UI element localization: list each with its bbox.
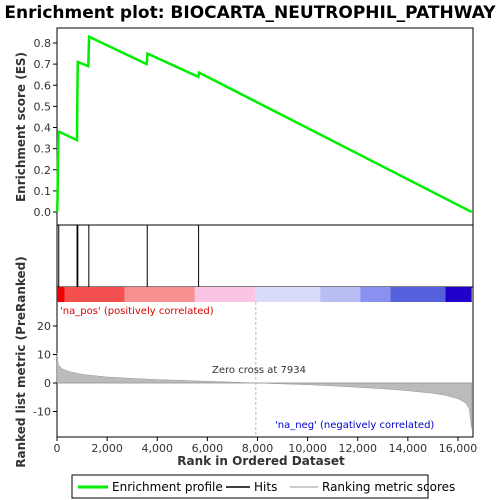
es-y-tick-label: 0.4 xyxy=(34,122,52,135)
x-tick-label: 2,000 xyxy=(91,442,123,455)
x-tick-label: 16,000 xyxy=(439,442,478,455)
es-panel-frame xyxy=(56,27,474,226)
es-y-axis-label: Enrichment score (ES) xyxy=(14,52,28,202)
es-y-tick-label: 0.3 xyxy=(34,143,52,156)
x-tick-label: 4,000 xyxy=(141,442,173,455)
ranking-metric-area xyxy=(56,353,472,429)
es-y-tick-label: 0.7 xyxy=(34,58,52,71)
es-y-tick-label: 0.5 xyxy=(34,100,52,113)
metric-y-tick-label: 20 xyxy=(37,320,51,333)
metric-panel: -10 0 10 20 0 2,000 4,000 6,000 8,000 10,000 12,00… xyxy=(33,302,477,455)
x-tick-label: 8,000 xyxy=(242,442,274,455)
legend-label-enrichment: Enrichment profile xyxy=(112,480,223,494)
legend-label-ranking: Ranking metric scores xyxy=(322,480,455,494)
metric-y-tick-label: 0 xyxy=(44,377,51,390)
chart-title: Enrichment plot: BIOCARTA_NEUTROPHIL_PAT… xyxy=(4,3,496,23)
color-bar-segment xyxy=(360,287,391,302)
color-bar-segment xyxy=(194,287,256,302)
es-y-tick-label: 0.1 xyxy=(34,185,52,198)
zero-cross-label: Zero cross at 7934 xyxy=(212,365,306,376)
es-panel: 0.0 0.1 0.2 0.3 0.4 0.5 0.6 0.7 0.8 xyxy=(34,34,473,219)
x-tick-label: 0 xyxy=(54,442,61,455)
metric-y-tick-label: -10 xyxy=(33,406,51,419)
rank-color-bar xyxy=(57,287,472,302)
x-tick-label: 6,000 xyxy=(192,442,224,455)
hits-panel xyxy=(58,225,200,287)
color-bar-segment xyxy=(445,287,472,302)
negative-label: 'na_neg' (negatively correlated) xyxy=(275,420,434,431)
color-bar-segment xyxy=(124,287,195,302)
x-tick-label: 10,000 xyxy=(288,442,327,455)
metric-y-tick-label: 10 xyxy=(37,349,51,362)
legend-label-hits: Hits xyxy=(254,480,277,494)
color-bar-segment xyxy=(255,287,321,302)
color-bar-segment xyxy=(390,287,446,302)
hits-panel-frame xyxy=(56,224,474,288)
es-y-tick-label: 0.0 xyxy=(34,206,52,219)
color-bar-segment xyxy=(64,287,125,302)
color-bar-segment xyxy=(57,287,65,302)
metric-y-axis-label: Ranked list metric (PreRanked) xyxy=(14,256,28,468)
es-y-tick-label: 0.8 xyxy=(34,37,52,50)
color-bar-segment xyxy=(320,287,361,302)
positive-label: 'na_pos' (positively correlated) xyxy=(60,306,214,317)
es-y-tick-label: 0.6 xyxy=(34,79,52,92)
x-tick-label: 14,000 xyxy=(389,442,428,455)
es-y-tick-label: 0.2 xyxy=(34,164,52,177)
x-tick-label: 12,000 xyxy=(338,442,377,455)
x-axis-label: Rank in Ordered Dataset xyxy=(177,454,345,468)
enrichment-profile-line xyxy=(55,34,473,214)
